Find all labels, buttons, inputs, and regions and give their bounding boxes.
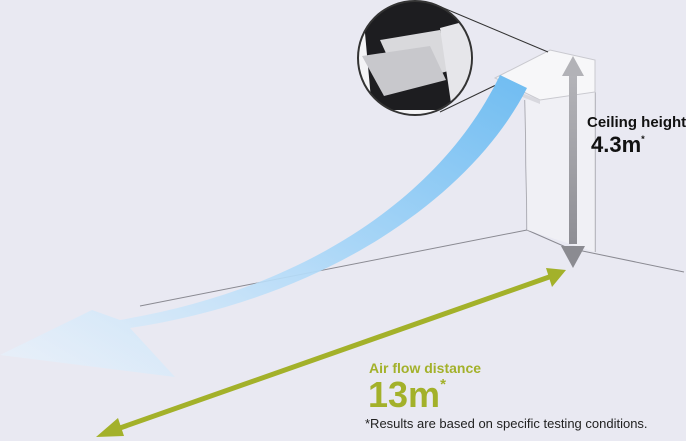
ceiling-height-footnote-mark: * [641,134,645,144]
ceiling-height-value: 4.3m* [591,132,645,158]
ceiling-height-number: 4.3m [591,132,642,157]
airflow-distance-arrow [96,268,566,437]
footnote: *Results are based on specific testing c… [365,416,648,431]
zoom-connector-lines [433,3,549,113]
airflow-distance-number: 13m [368,374,441,415]
zoom-callout [357,0,473,116]
airflow-distance-label: Air flow distance [369,360,482,376]
ceiling-height-label: Ceiling height [587,114,686,131]
airflow-arrow-blue [0,75,527,377]
airflow-distance-footnote-mark: * [440,376,446,393]
wall-face [525,92,595,252]
ceiling-height-arrow [561,56,585,268]
airflow-distance-value: 13m* [368,374,446,416]
